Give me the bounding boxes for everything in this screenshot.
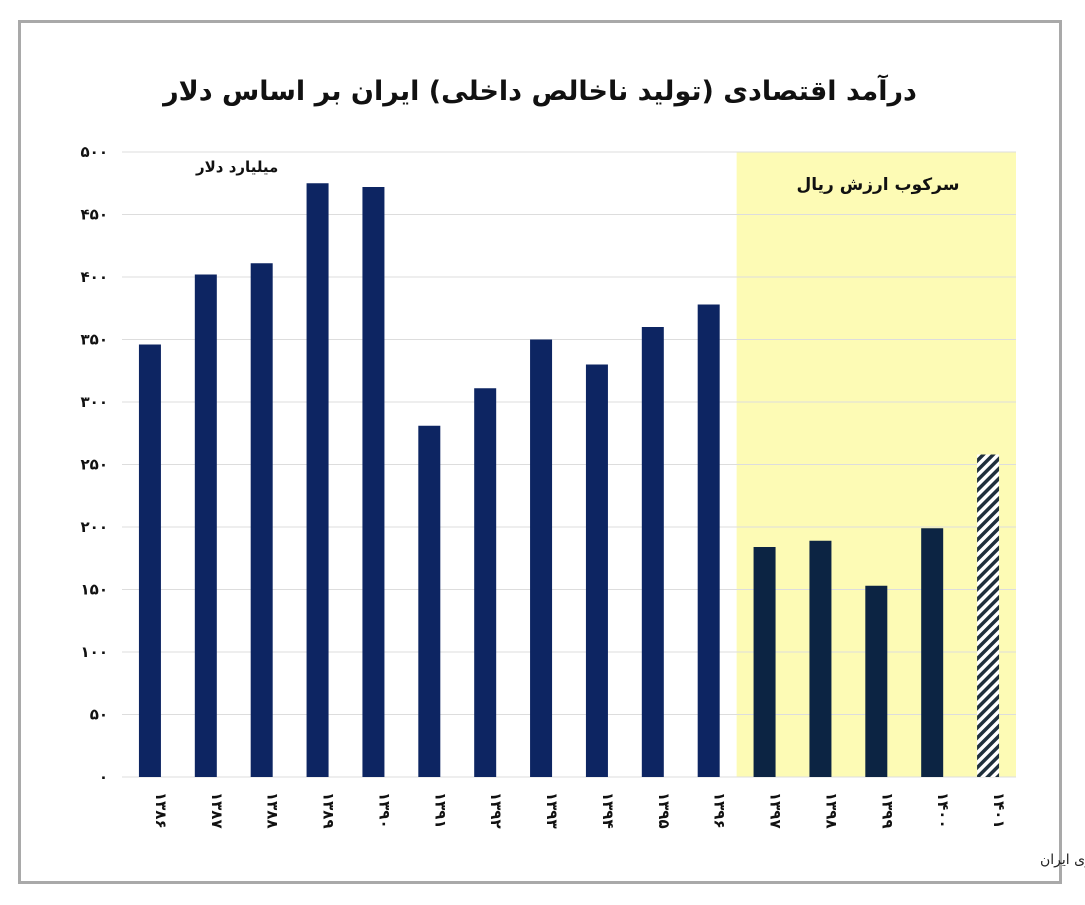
x-tick-label: ۱۳۹۷	[767, 792, 785, 829]
x-tick-label: ۱۳۹۲	[487, 792, 505, 829]
bar-7	[474, 388, 497, 777]
bar-1	[138, 344, 161, 777]
x-tick-label: ۱۳۹۰	[375, 792, 393, 829]
bar-6	[418, 425, 441, 777]
x-tick-label: ۱۳۹۴	[599, 792, 617, 829]
chart-title: درآمد اقتصادی (تولید ناخالص داخلی) ایران…	[161, 74, 917, 107]
y-tick-label: ۳۵۰	[81, 331, 108, 349]
x-tick-label: ۱۳۸۶	[152, 792, 170, 829]
y-tick-label: ۴۵۰	[81, 206, 108, 224]
bar-5	[362, 187, 385, 777]
bar-15	[921, 528, 944, 777]
bar-9	[585, 364, 608, 777]
x-tick-label: ۱۳۹۹	[878, 792, 896, 829]
x-tick-label: ۱۳۹۳	[543, 792, 561, 829]
x-axis-ticks: ۱۳۸۶ ۱۳۸۷ ۱۳۸۸ ۱۳۸۹ ۱۳۹۰ ۱۳۹۱ ۱۳۹۲ ۱۳۹۳ ۱۳۹۴ ۱۳۹۵…	[152, 792, 1008, 829]
x-tick-label: ۱۳۹۶	[711, 792, 729, 829]
y-axis-unit-label: میلیارد دلار	[195, 158, 278, 176]
y-tick-label: ۰	[99, 768, 108, 786]
bar-14	[865, 585, 888, 777]
x-tick-label: ۱۳۸۹	[320, 792, 338, 829]
source-note: تحلیل و استنتاج: احسان سلطانی بر اساس دا…	[1040, 852, 1085, 868]
bar-10	[641, 327, 664, 777]
x-tick-label: ۱۴۰۰	[934, 792, 952, 829]
bar-8	[530, 339, 553, 777]
bar-12	[753, 547, 776, 777]
y-tick-label: ۲۰۰	[81, 518, 108, 536]
bar-2	[194, 274, 217, 777]
bar-11	[697, 304, 720, 777]
y-tick-label: ۴۰۰	[81, 268, 108, 286]
x-tick-label: ۱۳۹۵	[655, 792, 673, 829]
x-tick-label: ۱۴۰۱	[990, 792, 1008, 829]
bar-3	[250, 263, 273, 777]
bar-4	[306, 183, 329, 777]
y-tick-label: ۱۵۰	[81, 581, 108, 599]
y-tick-label: ۲۵۰	[81, 456, 108, 474]
y-tick-label: ۵۰۰	[81, 143, 108, 161]
x-tick-label: ۱۳۹۸	[822, 792, 840, 829]
highlight-region-label: سرکوب ارزش ریال	[797, 175, 960, 195]
y-tick-label: ۵۰	[90, 706, 108, 724]
bar-13	[809, 540, 832, 777]
bars	[138, 183, 1000, 777]
x-tick-label: ۱۳۸۸	[264, 792, 282, 829]
x-tick-label: ۱۳۸۷	[208, 792, 226, 829]
y-axis-ticks: ۰ ۵۰ ۱۰۰ ۱۵۰ ۲۰۰ ۲۵۰ ۳۰۰ ۳۵۰ ۴۰۰ ۴۵۰ ۵۰۰	[81, 143, 108, 786]
bar-16	[977, 454, 1000, 777]
y-tick-label: ۱۰۰	[81, 643, 108, 661]
y-tick-label: ۳۰۰	[81, 393, 108, 411]
x-tick-label: ۱۳۹۱	[431, 792, 449, 829]
